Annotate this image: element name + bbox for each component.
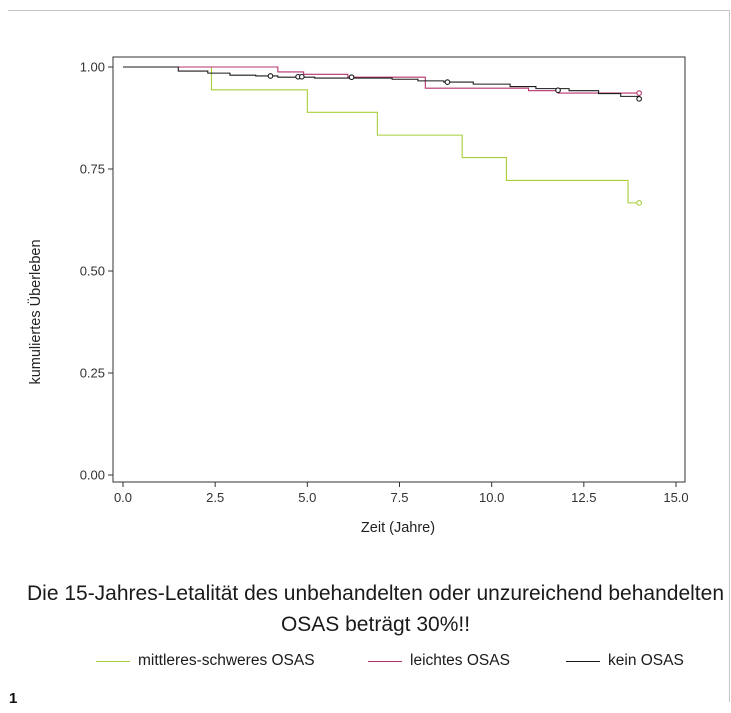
legend-line-leichtes [368,660,402,662]
censor-mark [555,87,561,94]
censor-mark [444,79,451,85]
censor-mark [636,200,642,206]
y-tick-label: 0.50 [80,264,105,279]
y-tick-label: 0.75 [80,162,105,177]
x-tick-label: 0.0 [114,490,132,505]
figure-number: 1 [9,690,18,707]
x-tick-label: 5.0 [298,490,316,505]
series-line-2 [123,66,640,99]
x-axis-label: Zeit (Jahre) [361,520,435,536]
x-tick-label: 10.0 [479,490,504,505]
y-axis-label: kumuliertes Überleben [26,239,44,384]
legend-line-kein [566,660,600,662]
y-tick-label: 1.00 [80,60,105,75]
x-tick-label: 12.5 [571,490,596,505]
y-tick-label: 0.00 [80,468,105,483]
x-tick-label: 7.5 [390,490,408,505]
x-tick-label: 2.5 [206,490,224,505]
y-tick-label: 0.25 [80,366,105,381]
censor-mark [298,73,305,80]
legend-item-mittleres-schweres: mittleres-schweres OSAS [96,652,315,670]
plot-border [112,56,686,483]
figure-caption: Die 15-Jahres-Letalität des unbehandelte… [26,582,724,636]
legend-line-mittleres-schweres [96,660,130,662]
censor-mark [348,74,355,81]
series-line-1 [123,66,640,94]
x-tick-label: 15.0 [663,490,688,505]
legend-label-leichtes: leichtes OSAS [410,652,510,669]
plot-area: 0.0 2.5 5.0 7.5 10.0 12.5 15.0 0.00 0.25 0.50 0.75… [80,56,689,505]
censor-mark [267,73,274,79]
legend-item-kein: kein OSAS [566,652,684,670]
legend-label-mittleres-schweres: mittleres-schweres OSAS [138,652,315,669]
legend-label-kein: kein OSAS [608,652,684,669]
censor-mark [636,95,642,102]
chart-legend: mittleres-schweres OSAS leichtes OSAS ke… [0,652,731,676]
legend-item-leichtes: leichtes OSAS [368,652,510,670]
figure-frame [8,10,730,702]
series-line-0 [123,66,640,204]
censor-mark [636,90,642,96]
